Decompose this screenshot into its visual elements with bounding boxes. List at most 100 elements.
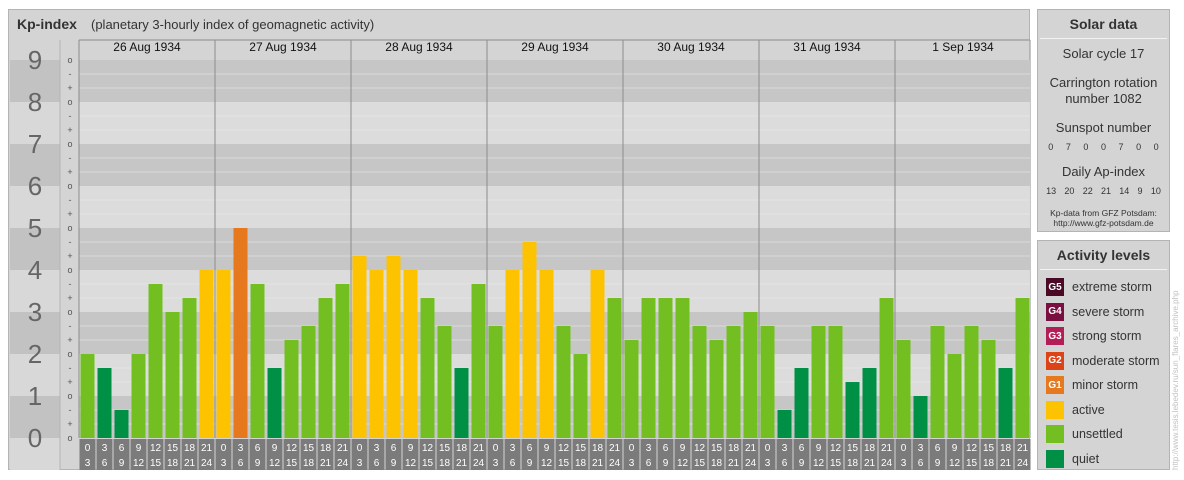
hour-start-label: 12 (558, 443, 570, 454)
hour-end-label: 21 (184, 458, 196, 469)
hour-end-label: 9 (935, 458, 941, 469)
hour-start-label: 3 (238, 443, 244, 454)
grid-band (79, 144, 1030, 186)
hour-cell (130, 439, 147, 470)
hour-start-label: 12 (966, 443, 978, 454)
hour-cell (674, 439, 691, 470)
hour-cell (912, 439, 929, 470)
activity-levels-panel: Activity levels G5 extreme storm G4 seve… (1037, 240, 1170, 470)
legend-item-minor-storm: G1 minor storm (1046, 373, 1169, 398)
hour-cell (1014, 439, 1031, 470)
carrington-rotation-line2: number 1082 (1065, 91, 1142, 106)
sunspot-label: Sunspot number (1055, 120, 1152, 135)
hour-start-label: 9 (136, 443, 142, 454)
kp-bar (811, 325, 826, 438)
scale-mark: + (67, 83, 72, 93)
scale-mark: + (67, 251, 72, 261)
hour-cell (351, 439, 368, 470)
kp-bar (573, 354, 588, 438)
kp-bar (182, 298, 197, 438)
hour-end-label: 24 (201, 458, 213, 469)
sunspot-value: 7 (1065, 142, 1071, 152)
hour-end-label: 21 (728, 458, 740, 469)
hour-start-label: 3 (782, 443, 788, 454)
watermark-text: http://www.tesis.lebedev.ru/sun_flares_a… (1171, 290, 1180, 470)
scale-mark: - (69, 237, 72, 247)
kp-bar (403, 270, 418, 438)
scale-mark: - (69, 153, 72, 163)
hour-end-label: 12 (541, 458, 553, 469)
hour-end-label: 21 (864, 458, 876, 469)
carrington-rotation-line1: Carrington rotation (1049, 75, 1158, 90)
ap-index-label: Daily Ap-index (1061, 164, 1146, 179)
kp-bar (335, 283, 350, 438)
hour-start-label: 18 (728, 443, 740, 454)
hour-end-label: 18 (439, 458, 451, 469)
grid-band (79, 60, 1030, 102)
hour-start-label: 12 (150, 443, 162, 454)
kp-axis-label: 9 (28, 45, 42, 75)
scale-mark: - (69, 69, 72, 79)
hour-cell (572, 439, 589, 470)
hour-end-label: 21 (592, 458, 604, 469)
hour-start-label: 15 (847, 443, 859, 454)
chart-title: Kp-index (17, 16, 77, 32)
scale-mark: + (67, 125, 72, 135)
hour-start-label: 12 (422, 443, 434, 454)
kp-bar (522, 241, 537, 438)
hour-start-label: 3 (102, 443, 108, 454)
hour-end-label: 6 (102, 458, 108, 469)
hour-cell (113, 439, 130, 470)
legend-swatch: G5 (1046, 278, 1064, 297)
hour-end-label: 3 (221, 458, 227, 469)
hour-cell (759, 439, 776, 470)
hour-end-label: 3 (901, 458, 907, 469)
legend-label: quiet (1072, 451, 1100, 466)
scale-mark: o (67, 433, 72, 443)
kp-axis-label: 6 (28, 171, 42, 201)
hour-cell (232, 439, 249, 470)
kp-axis: 0 1 2 3 4 5 6 7 8 9 o + - o + - o + - o + - o + - o + - o + - o + - o + - o (28, 45, 73, 453)
hour-start-label: 0 (85, 443, 91, 454)
scale-mark: o (67, 55, 72, 65)
hour-cell (198, 439, 215, 470)
kp-bar (1015, 298, 1030, 438)
hour-end-label: 6 (510, 458, 516, 469)
hour-end-label: 24 (1017, 458, 1029, 469)
kp-bar (369, 270, 384, 438)
ap-value: 22 (1082, 186, 1093, 196)
kp-axis-label: 7 (28, 129, 42, 159)
kp-bar (998, 367, 1013, 438)
hour-cell (164, 439, 181, 470)
hour-start-label: 6 (799, 443, 805, 454)
kp-axis-cell (10, 438, 60, 470)
grid-band (79, 102, 1030, 144)
source-link[interactable]: http://www.gfz-potsdam.de (1053, 218, 1154, 228)
day-label: 28 Aug 1934 (385, 40, 453, 54)
kp-bar (114, 409, 129, 438)
hour-cell (470, 439, 487, 470)
kp-bar (726, 325, 741, 438)
hour-start-label: 6 (119, 443, 125, 454)
kp-bar (199, 270, 214, 438)
hour-cell (555, 439, 572, 470)
hour-end-label: 3 (629, 458, 635, 469)
hour-start-label: 18 (864, 443, 876, 454)
hour-start-label: 9 (544, 443, 550, 454)
hour-start-label: 9 (408, 443, 414, 454)
hour-cell (334, 439, 351, 470)
hour-start-label: 6 (935, 443, 941, 454)
hour-cell (504, 439, 521, 470)
legend-item-unsettled: unsettled (1046, 422, 1169, 447)
hour-cell (640, 439, 657, 470)
hour-cell (436, 439, 453, 470)
legend-label: extreme storm (1072, 280, 1152, 295)
hour-start-label: 3 (510, 443, 516, 454)
hour-start-label: 15 (303, 443, 315, 454)
kp-axis-label: 5 (28, 213, 42, 243)
scale-mark: + (67, 335, 72, 345)
kp-bar (454, 367, 469, 438)
hour-start-label: 21 (609, 443, 621, 454)
legend-label: unsettled (1072, 427, 1123, 442)
kp-axis-cell (10, 354, 60, 396)
